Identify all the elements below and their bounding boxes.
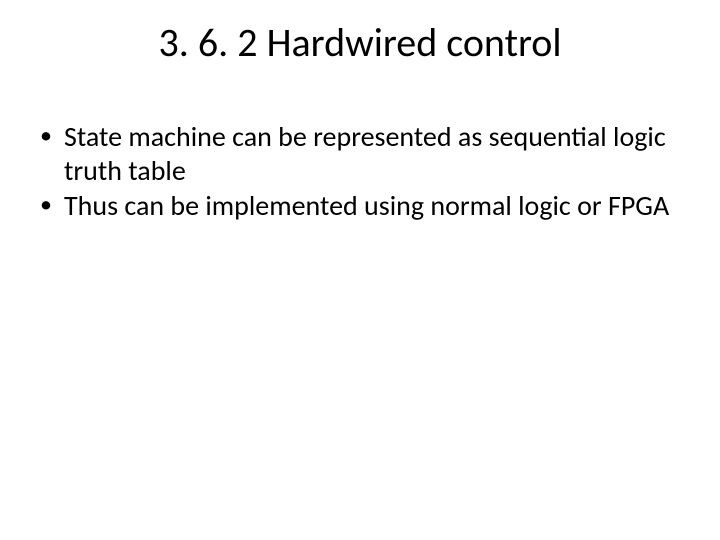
list-item: State machine can be represented as sequ… xyxy=(36,120,684,187)
slide-body: State machine can be represented as sequ… xyxy=(36,120,684,225)
slide-title: 3. 6. 2 Hardwired control xyxy=(0,18,720,67)
bullet-list: State machine can be represented as sequ… xyxy=(36,120,684,223)
list-item: Thus can be implemented using normal log… xyxy=(36,189,684,223)
slide: 3. 6. 2 Hardwired control State machine … xyxy=(0,0,720,540)
